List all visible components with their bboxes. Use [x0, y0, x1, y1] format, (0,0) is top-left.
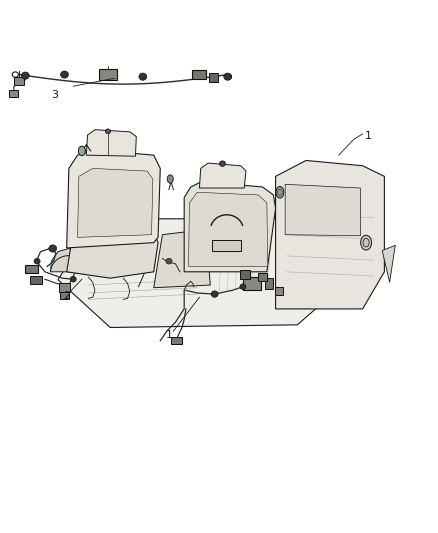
Ellipse shape [78, 146, 85, 156]
Ellipse shape [49, 245, 57, 252]
Text: 1: 1 [166, 330, 173, 340]
Polygon shape [58, 219, 358, 327]
Ellipse shape [224, 73, 232, 80]
FancyBboxPatch shape [14, 77, 24, 85]
FancyBboxPatch shape [209, 74, 218, 82]
Polygon shape [67, 150, 160, 248]
FancyBboxPatch shape [60, 292, 69, 300]
Ellipse shape [70, 277, 76, 282]
Polygon shape [86, 130, 136, 156]
FancyBboxPatch shape [171, 337, 182, 344]
Ellipse shape [219, 161, 226, 166]
FancyBboxPatch shape [30, 276, 42, 284]
Polygon shape [188, 192, 268, 266]
Text: 1: 1 [365, 131, 372, 141]
Ellipse shape [60, 71, 68, 78]
Ellipse shape [211, 291, 218, 297]
Polygon shape [184, 182, 276, 272]
Text: 2: 2 [63, 292, 71, 301]
Ellipse shape [106, 129, 111, 134]
Polygon shape [382, 245, 395, 282]
FancyBboxPatch shape [25, 265, 39, 273]
Polygon shape [285, 184, 360, 236]
Ellipse shape [139, 73, 147, 80]
Polygon shape [154, 229, 210, 288]
FancyBboxPatch shape [243, 277, 261, 290]
FancyBboxPatch shape [99, 69, 117, 80]
Polygon shape [276, 160, 385, 309]
Polygon shape [67, 232, 158, 278]
Text: 3: 3 [51, 90, 58, 100]
Polygon shape [78, 168, 153, 237]
Ellipse shape [21, 72, 29, 79]
Ellipse shape [276, 187, 284, 198]
FancyBboxPatch shape [265, 278, 273, 289]
Polygon shape [50, 248, 85, 272]
FancyBboxPatch shape [240, 270, 251, 279]
Ellipse shape [34, 259, 40, 264]
Ellipse shape [166, 259, 172, 264]
FancyBboxPatch shape [9, 91, 18, 97]
Ellipse shape [360, 235, 371, 250]
Ellipse shape [167, 175, 173, 183]
Polygon shape [199, 163, 246, 188]
FancyBboxPatch shape [212, 240, 241, 251]
FancyBboxPatch shape [59, 284, 70, 292]
FancyBboxPatch shape [275, 287, 283, 295]
FancyBboxPatch shape [258, 273, 267, 281]
Ellipse shape [240, 284, 246, 289]
FancyBboxPatch shape [192, 70, 206, 79]
